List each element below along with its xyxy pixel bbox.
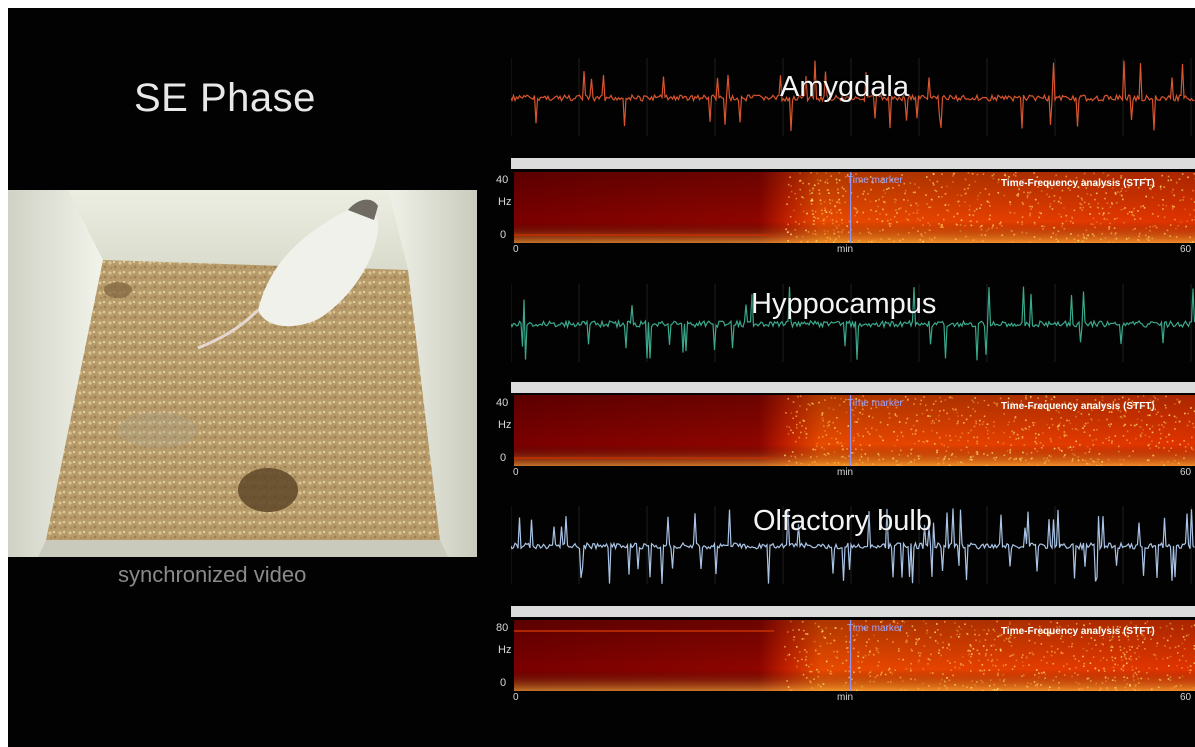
region-name: Amygdala: [780, 71, 909, 103]
eeg-trace: [510, 60, 1195, 132]
x-axis-start: 0: [513, 244, 519, 255]
video-frame: SE Phase: [8, 8, 1195, 747]
time-marker-label: Time marker: [847, 175, 903, 186]
stft-label: Time-Frequency analysis (STFT): [1001, 626, 1155, 637]
x-axis-end: 60: [1180, 467, 1192, 478]
time-marker-label: Time marker: [847, 623, 903, 634]
spectrogram: [514, 395, 1195, 466]
synchronized-video[interactable]: [8, 190, 477, 557]
y-axis-max: 80: [496, 622, 509, 634]
x-axis-unit: min: [837, 244, 854, 255]
region-name: Hyppocampus: [751, 288, 937, 320]
video-picture: [8, 190, 477, 557]
y-axis-max: 40: [496, 174, 509, 186]
y-axis-unit: Hz: [498, 196, 512, 208]
phase-title: SE Phase: [134, 76, 316, 120]
y-axis-max: 40: [496, 397, 509, 409]
eeg-waveform: [510, 58, 1195, 136]
spectrogram: [514, 620, 1195, 691]
eeg-waveform: [510, 506, 1195, 584]
y-axis-unit: Hz: [498, 644, 512, 656]
x-axis-end: 60: [1180, 692, 1192, 703]
time-ruler: [511, 606, 1195, 617]
y-axis-min: 0: [500, 452, 507, 464]
stft-label: Time-Frequency analysis (STFT): [1001, 401, 1155, 412]
video-caption: synchronized video: [118, 562, 307, 587]
y-axis-min: 0: [500, 677, 507, 689]
time-ruler: [511, 382, 1195, 393]
x-axis-unit: min: [837, 692, 854, 703]
x-axis-start: 0: [513, 467, 519, 478]
y-axis-min: 0: [500, 229, 507, 241]
x-axis-start: 0: [513, 692, 519, 703]
x-axis-end: 60: [1180, 244, 1192, 255]
y-axis-unit: Hz: [498, 419, 512, 431]
eeg-waveform: [510, 284, 1195, 362]
stft-label: Time-Frequency analysis (STFT): [1001, 178, 1155, 189]
region-name: Olfactory bulb: [753, 505, 932, 537]
x-axis-unit: min: [837, 467, 854, 478]
time-marker-label: Time marker: [847, 398, 903, 409]
eeg-trace: [510, 508, 1195, 584]
eeg-trace: [510, 286, 1195, 361]
spectrogram: [514, 172, 1195, 243]
time-ruler: [511, 158, 1195, 169]
